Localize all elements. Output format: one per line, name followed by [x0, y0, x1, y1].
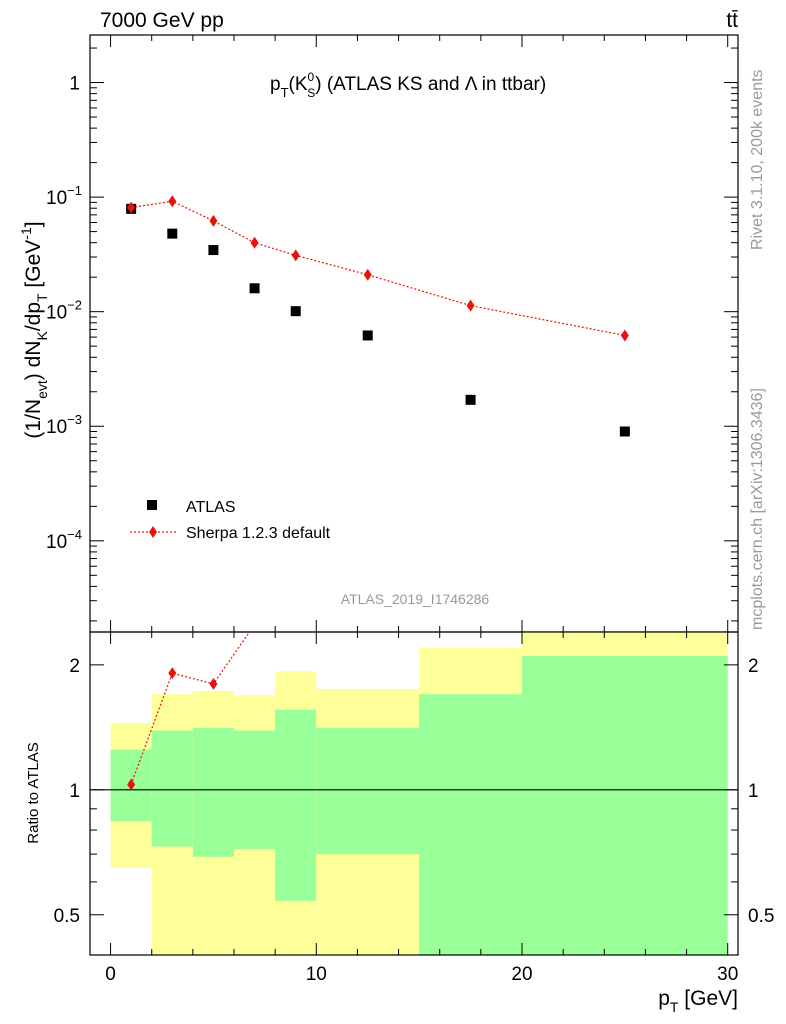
- ratio-sherpa-point: [127, 778, 136, 791]
- ratio-axis-ticks: [90, 632, 738, 956]
- sherpa-data-point: [291, 249, 300, 262]
- x-tick-label: 20: [511, 964, 532, 985]
- main-y-axis-label: (1/Nevt) dNK/dpT [GeV-1]: [18, 221, 50, 438]
- ratio-y-tick-label: 2: [69, 656, 80, 677]
- ratio-y-tick-label-right: 1: [748, 781, 759, 802]
- legend: ATLAS Sherpa 1.2.3 default: [130, 499, 331, 542]
- legend-atlas-marker: [147, 500, 157, 510]
- main-y-tick-label: 10−1: [46, 183, 82, 209]
- legend-sherpa-marker: [149, 526, 157, 538]
- ratio-band-green: [419, 694, 522, 955]
- main-y-tick-label: 10−3: [46, 412, 82, 438]
- main-y-tick-labels: 1 10−1 10−2 10−3 10−4: [46, 74, 82, 553]
- ratio-y-tick-label: 0.5: [54, 906, 80, 927]
- main-y-tick-label: 1: [69, 74, 80, 95]
- main-plot-frame: [89, 34, 739, 633]
- sherpa-data-point: [209, 214, 218, 227]
- sherpa-data-point: [168, 195, 177, 208]
- header-energy-label: 7000 GeV pp: [100, 9, 224, 32]
- ratio-sherpa-point: [168, 667, 177, 680]
- ratio-uncertainty-bands: [110, 632, 728, 955]
- ratio-sherpa-point: [209, 677, 218, 690]
- header-process-label: tt̄: [726, 9, 738, 32]
- ratio-band-green: [192, 727, 234, 857]
- atlas-data-point: [362, 330, 373, 341]
- main-axis-ticks: [90, 35, 738, 632]
- main-panel: 1 10−1 10−2 10−3 10−4 pT(K0 S) (ATLAS KS and …: [18, 34, 739, 633]
- x-tick-label: 10: [306, 964, 327, 985]
- ratio-band-green: [151, 730, 193, 847]
- atlas-data-point: [619, 426, 630, 437]
- ratio-y-axis-label: Ratio to ATLAS: [25, 742, 42, 843]
- ratio-y-tick-label: 1: [69, 781, 80, 802]
- sherpa-data-point: [363, 268, 372, 281]
- atlas-data-point: [249, 283, 260, 294]
- x-axis-label: pT [GeV]: [658, 987, 738, 1015]
- ratio-series-layer: [127, 632, 251, 791]
- ratio-sherpa-line: [130, 632, 251, 785]
- main-y-tick-label: 10−4: [46, 527, 82, 553]
- ratio-band-green: [316, 727, 420, 855]
- sherpa-line: [131, 200, 625, 337]
- ratio-band-green: [522, 656, 728, 955]
- atlas-data-point: [208, 245, 219, 256]
- x-tick-label: 0: [105, 964, 116, 985]
- atlas-data-point: [290, 306, 301, 317]
- sherpa-data-point: [250, 236, 259, 249]
- sherpa-data-point: [466, 299, 475, 312]
- analysis-id-watermark: ATLAS_2019_I1746286: [341, 591, 490, 607]
- main-y-tick-label: 10−2: [46, 298, 82, 324]
- ratio-y-tick-label-right: 0.5: [748, 906, 774, 927]
- atlas-data-point: [465, 394, 476, 405]
- sherpa-data-point: [127, 201, 136, 214]
- ratio-y-tick-label-right: 2: [748, 656, 759, 677]
- atlas-data-point: [167, 228, 178, 239]
- main-plot-title: pT(K0 S) (ATLAS KS and Λ in ttbar): [270, 70, 546, 100]
- rivet-version-label: Rivet 3.1.10, 200k events: [749, 69, 766, 250]
- main-series-layer: [126, 195, 630, 437]
- mcplots-source-label: mcplots.cern.ch [arXiv:1306.3436]: [749, 388, 766, 630]
- ratio-tick-labels: 0.5 0.51 12 20 10 20 30: [54, 656, 775, 985]
- ratio-panel: 0.5 0.51 12 20 10 20 30 Ratio to ATLAS pT [GeV…: [25, 631, 775, 1015]
- legend-sherpa-label: Sherpa 1.2.3 default: [186, 525, 331, 542]
- ratio-plot-frame: [89, 631, 739, 956]
- sherpa-data-point: [620, 329, 629, 342]
- legend-atlas-label: ATLAS: [186, 499, 236, 516]
- x-tick-label: 30: [717, 964, 738, 985]
- ratio-band-green: [275, 709, 317, 901]
